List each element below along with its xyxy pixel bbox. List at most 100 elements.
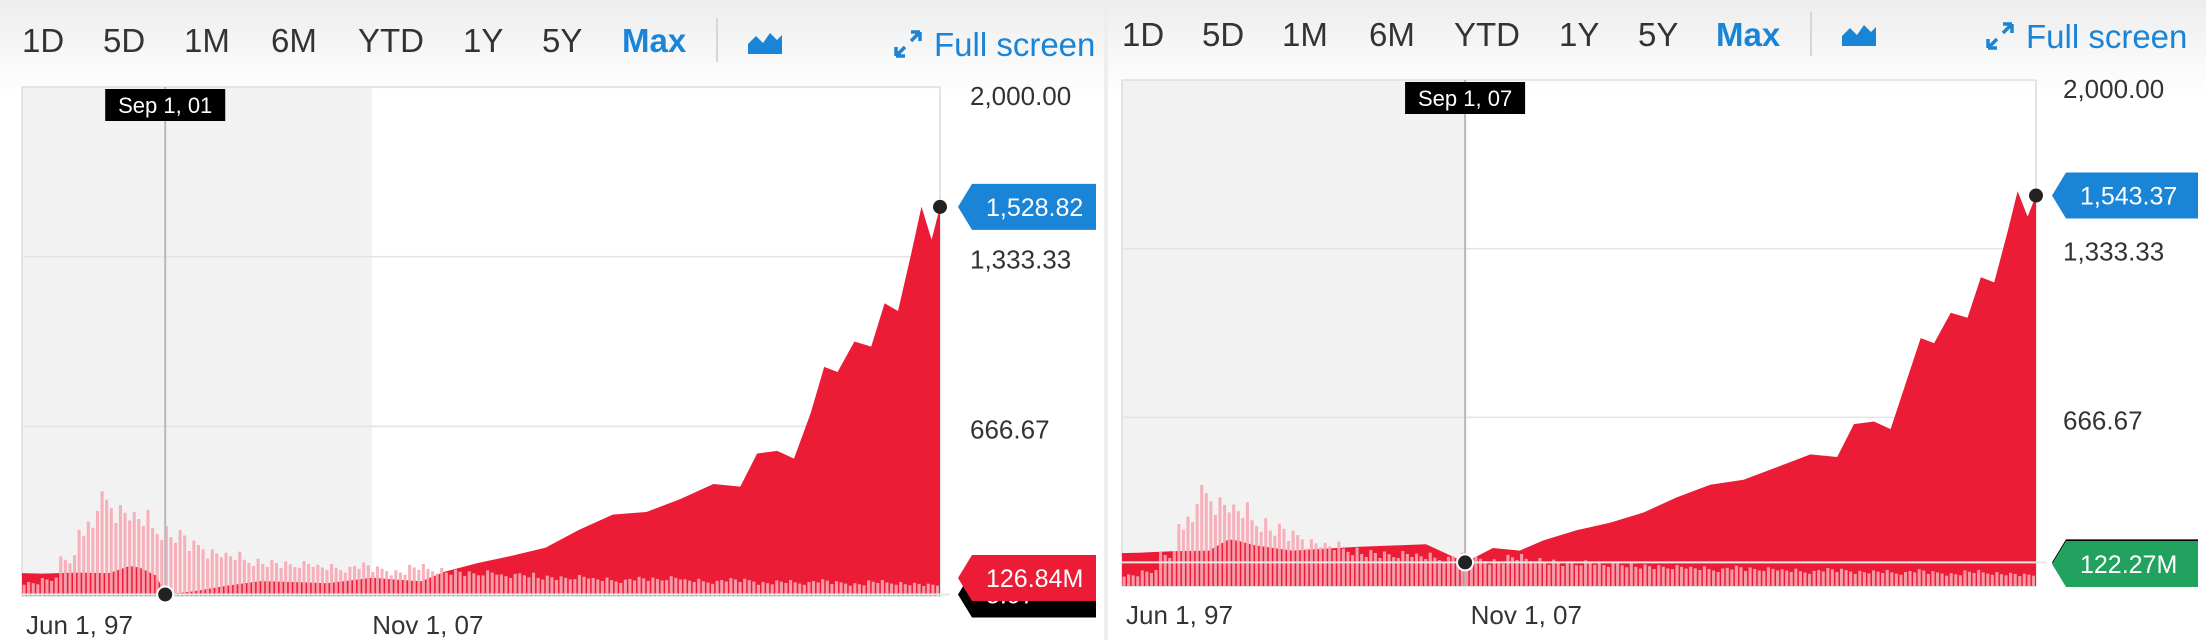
area-chart-icon[interactable]	[1840, 20, 1878, 46]
volume-bar	[1716, 571, 1720, 586]
volume-bar	[2022, 573, 2026, 586]
volume-bar	[834, 581, 839, 596]
volume-bar	[1899, 574, 1903, 586]
volume-bar	[1931, 571, 1935, 586]
volume-bar	[394, 570, 398, 596]
volume-bar	[366, 565, 370, 596]
volume-bar	[1780, 569, 1784, 586]
range-max-button[interactable]: Max	[622, 22, 687, 59]
range-5y-button[interactable]: 5Y	[542, 22, 583, 59]
range-1d-button[interactable]: 1D	[22, 22, 65, 59]
range-max-button[interactable]: Max	[1716, 16, 1781, 53]
volume-bar	[1602, 565, 1606, 586]
volume-bar	[2004, 575, 2008, 586]
area-chart-icon[interactable]	[746, 28, 784, 54]
volume-bar	[1355, 547, 1359, 586]
volume-bar	[642, 578, 646, 596]
volume-bar	[1410, 556, 1414, 586]
volume-bar	[1209, 501, 1213, 586]
volume-bar	[573, 579, 577, 596]
volume-bar	[1785, 570, 1789, 586]
volume-bar	[867, 580, 871, 596]
volume-bar	[688, 580, 692, 596]
volume-bar	[320, 567, 324, 596]
fullscreen-label: Full screen	[934, 26, 1096, 63]
volume-bar	[1958, 575, 1962, 586]
volume-bar	[1808, 573, 1812, 586]
volume-bar	[669, 576, 673, 596]
volume-bar	[1200, 484, 1204, 586]
range-1y-button[interactable]: 1Y	[463, 22, 504, 59]
volume-bar	[1734, 565, 1738, 586]
volume-bar	[1826, 568, 1830, 586]
volume-bar	[1428, 552, 1432, 586]
range-6m-button[interactable]: 6M	[271, 22, 317, 59]
volume-bar	[45, 579, 49, 596]
volume-bar	[1926, 573, 1930, 586]
volume-bar	[1593, 564, 1597, 586]
volume-bar	[1341, 548, 1345, 586]
crosshair-date-badge	[1405, 82, 1526, 114]
volume-bar	[1506, 554, 1510, 586]
volume-bar	[1945, 575, 1949, 586]
volume-bar	[325, 569, 329, 596]
volume-bar	[1556, 561, 1560, 586]
range-ytd-button[interactable]: YTD	[358, 22, 424, 59]
range-1m-button[interactable]: 1M	[184, 22, 230, 59]
range-toolbar: 1D 5D 1M 6M YTD 1Y 5Y Max Full screen	[0, 0, 1104, 80]
volume-bar	[1547, 564, 1551, 586]
volume-bar	[770, 584, 774, 596]
range-ytd-button[interactable]: YTD	[1454, 16, 1520, 53]
volume-bar	[504, 576, 508, 596]
volume-bar	[1990, 574, 1994, 586]
volume-bar	[1766, 567, 1770, 586]
volume-bar	[1579, 565, 1583, 586]
volume-bar	[1739, 567, 1743, 586]
volume-bar	[196, 545, 201, 596]
volume-bar	[871, 581, 875, 596]
volume-bar	[1277, 523, 1281, 586]
volume-bar	[224, 552, 228, 596]
fullscreen-button[interactable]: Full screen	[892, 28, 1095, 61]
volume-bar	[807, 582, 811, 596]
volume-bar	[1378, 557, 1382, 586]
volume-bar	[605, 577, 609, 596]
volume-bar	[1867, 573, 1871, 586]
volume-bar	[1520, 553, 1524, 586]
volume-bar	[1972, 572, 1976, 586]
volume-bar	[1323, 542, 1327, 586]
volume-badge	[958, 555, 1096, 601]
volume-bar	[1963, 570, 1967, 586]
volume-bar	[1881, 572, 1885, 586]
volume-bar	[619, 582, 623, 596]
volume-bar	[206, 558, 210, 596]
volume-bar	[545, 575, 549, 596]
fullscreen-button[interactable]: Full screen	[1984, 20, 2187, 53]
volume-bar	[1396, 557, 1400, 586]
range-5d-button[interactable]: 5D	[103, 22, 146, 59]
volume-bar	[1588, 562, 1592, 586]
volume-bar	[22, 584, 26, 596]
range-5d-button[interactable]: 5D	[1202, 16, 1245, 53]
volume-bar	[1871, 570, 1876, 586]
volume-bar	[109, 508, 113, 596]
price-chart-left[interactable]: 2,000.00 1,333.33 666.67 Sep 1, 01 1,528.82 5…	[0, 0, 1104, 640]
last-price-label: 1,543.37	[2080, 183, 2177, 211]
volume-bar	[1977, 569, 1981, 586]
volume-bar	[1561, 565, 1565, 586]
last-price-badge	[958, 183, 1096, 230]
range-1m-button[interactable]: 1M	[1282, 16, 1328, 53]
volume-bar	[1456, 558, 1460, 586]
volume-bar	[600, 580, 604, 596]
range-1y-button[interactable]: 1Y	[1559, 16, 1600, 53]
volume-bar	[1753, 569, 1757, 586]
volume-bar	[720, 579, 724, 596]
volume-bar	[922, 585, 926, 596]
range-6m-button[interactable]: 6M	[1369, 16, 1415, 53]
volume-bar	[935, 585, 939, 596]
volume-bar	[816, 582, 820, 596]
range-1d-button[interactable]: 1D	[1122, 16, 1165, 53]
range-5y-button[interactable]: 5Y	[1638, 16, 1679, 53]
y-tick-label: 2,000.00	[970, 81, 1071, 111]
